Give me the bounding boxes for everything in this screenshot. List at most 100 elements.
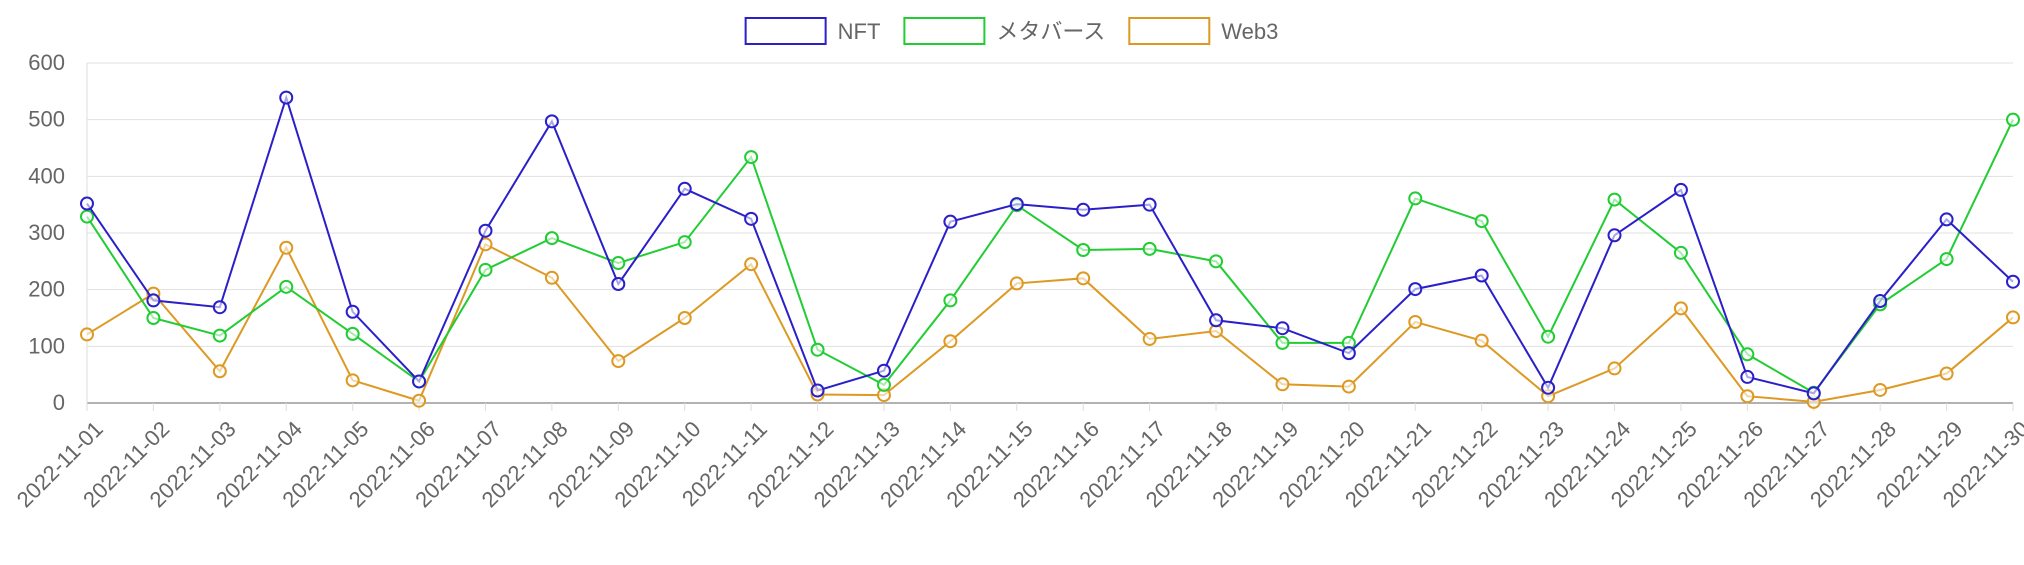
series-0: [80, 90, 2020, 401]
data-point[interactable]: [1740, 347, 1755, 362]
data-point[interactable]: [1408, 314, 1423, 329]
series-1: [80, 112, 2020, 400]
data-point[interactable]: [2006, 112, 2020, 127]
y-tick-label: 600: [28, 50, 65, 75]
data-point[interactable]: [1806, 386, 1821, 401]
data-point[interactable]: [677, 311, 692, 325]
data-point[interactable]: [2006, 310, 2020, 325]
y-tick-label: 300: [28, 220, 65, 245]
data-point[interactable]: [1541, 380, 1556, 395]
data-point[interactable]: [1607, 192, 1622, 207]
data-point[interactable]: [1341, 346, 1356, 361]
data-point[interactable]: [810, 383, 825, 398]
data-point[interactable]: [279, 279, 294, 294]
data-point[interactable]: [943, 293, 958, 308]
legend-label: NFT: [838, 19, 881, 44]
data-point[interactable]: [1740, 389, 1755, 404]
data-point[interactable]: [80, 209, 94, 224]
data-point[interactable]: [412, 374, 427, 389]
data-point[interactable]: [2006, 274, 2020, 289]
data-point[interactable]: [677, 181, 692, 196]
data-point[interactable]: [1474, 333, 1489, 348]
legend-label: メタバース: [996, 19, 1105, 44]
legend-label: Web3: [1221, 19, 1278, 44]
data-point[interactable]: [1209, 313, 1224, 328]
data-point[interactable]: [345, 373, 360, 388]
y-tick-label: 500: [28, 107, 65, 132]
data-point[interactable]: [1408, 282, 1423, 297]
data-point[interactable]: [80, 327, 94, 342]
data-point[interactable]: [1474, 214, 1489, 229]
data-point[interactable]: [1939, 252, 1954, 267]
data-point[interactable]: [80, 196, 94, 211]
data-point[interactable]: [212, 364, 227, 379]
data-point[interactable]: [1209, 254, 1224, 269]
data-point[interactable]: [544, 270, 559, 285]
data-point[interactable]: [611, 256, 626, 271]
data-point[interactable]: [1939, 366, 1954, 381]
data-point[interactable]: [810, 342, 825, 357]
legend-item-1[interactable]: メタバース: [903, 17, 1105, 45]
data-point[interactable]: [611, 354, 626, 369]
data-point[interactable]: [544, 114, 559, 129]
data-point[interactable]: [1009, 276, 1024, 291]
data-point[interactable]: [611, 277, 626, 291]
legend-swatch: [744, 17, 827, 45]
legend-swatch: [1128, 17, 1211, 45]
data-point[interactable]: [1873, 382, 1888, 397]
data-point[interactable]: [744, 211, 759, 226]
data-point[interactable]: [478, 262, 493, 277]
data-point[interactable]: [279, 90, 294, 105]
data-point[interactable]: [279, 240, 294, 255]
data-point[interactable]: [412, 393, 427, 408]
data-point[interactable]: [345, 304, 360, 319]
data-point[interactable]: [943, 334, 958, 349]
data-point[interactable]: [478, 223, 493, 238]
data-point[interactable]: [1939, 212, 1954, 227]
data-point[interactable]: [744, 150, 759, 165]
legend-item-0[interactable]: NFT: [744, 17, 881, 45]
data-point[interactable]: [212, 328, 227, 343]
data-point[interactable]: [1474, 268, 1489, 283]
series-line: [86, 94, 2014, 395]
data-point[interactable]: [1275, 377, 1290, 392]
data-point[interactable]: [1673, 182, 1688, 197]
data-point[interactable]: [1673, 301, 1688, 316]
data-point[interactable]: [943, 214, 958, 229]
data-point[interactable]: [1541, 329, 1556, 344]
data-point[interactable]: [1408, 191, 1423, 206]
legend-swatch: [903, 17, 986, 45]
data-point[interactable]: [212, 300, 227, 315]
series-2: [80, 237, 2020, 409]
data-point[interactable]: [1009, 197, 1024, 212]
data-point[interactable]: [876, 377, 891, 392]
y-tick-label: 100: [28, 333, 65, 358]
data-point[interactable]: [1607, 228, 1622, 243]
data-point[interactable]: [1142, 331, 1157, 346]
legend-item-2[interactable]: Web3: [1128, 17, 1278, 45]
data-point[interactable]: [1076, 243, 1091, 257]
data-point[interactable]: [1873, 294, 1888, 308]
data-point[interactable]: [1142, 197, 1157, 212]
data-point[interactable]: [1673, 245, 1688, 260]
data-point[interactable]: [1607, 361, 1622, 376]
data-point[interactable]: [1142, 241, 1157, 256]
data-point[interactable]: [544, 231, 559, 246]
grid-layer: [87, 62, 2013, 404]
data-point[interactable]: [1076, 271, 1091, 286]
data-point[interactable]: [876, 363, 891, 378]
data-point[interactable]: [146, 293, 161, 308]
data-point[interactable]: [146, 311, 161, 325]
data-point[interactable]: [345, 326, 360, 341]
series-line: [86, 242, 2014, 403]
data-point[interactable]: [1740, 369, 1755, 384]
data-point[interactable]: [1275, 321, 1290, 336]
data-point[interactable]: [677, 235, 692, 250]
data-point[interactable]: [744, 257, 759, 272]
data-point[interactable]: [1275, 335, 1290, 350]
legend: NFT メタバース Web3: [744, 17, 1278, 45]
data-point[interactable]: [1341, 379, 1356, 394]
y-tick-label: 400: [28, 163, 65, 188]
data-point[interactable]: [1076, 202, 1091, 217]
